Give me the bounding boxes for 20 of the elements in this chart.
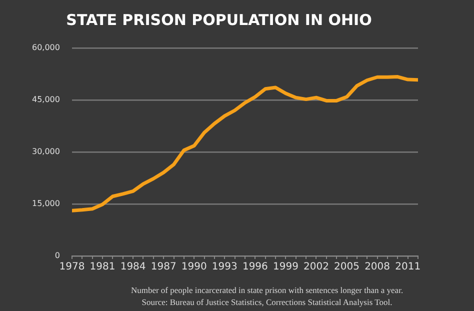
y-tick-label: 15,000 (32, 199, 60, 208)
y-tick-label: 60,000 (32, 43, 60, 52)
y-tick-label: 30,000 (32, 147, 60, 156)
x-tick-label: 2002 (304, 262, 329, 273)
text: Number of people incarcerated in state prison with sentences longer than a year. (130, 285, 404, 296)
x-tick-label: 2011 (395, 262, 421, 273)
source-note: Source: Bureau of Justice Statistics, Corrections Statistical Analysis Tool. (142, 297, 392, 308)
x-tick-label: 2005 (334, 262, 360, 273)
x-tick-label: 1978 (59, 262, 85, 273)
x-tick-label: 1981 (90, 262, 116, 273)
x-tick-label: 1984 (120, 262, 146, 273)
x-tick-label: 1999 (272, 262, 298, 273)
y-tick-label: 0 (54, 251, 60, 260)
x-tick-label: 1996 (242, 262, 268, 273)
x-tick-label: 1993 (212, 262, 238, 273)
x-tick-label: 2008 (364, 262, 390, 273)
x-tick-label: 1987 (150, 262, 176, 273)
x-tick-label: 1990 (181, 262, 207, 273)
chart-title: STATE PRISON POPULATION IN OHIO (66, 10, 372, 29)
y-tick-label: 45,000 (32, 95, 60, 104)
